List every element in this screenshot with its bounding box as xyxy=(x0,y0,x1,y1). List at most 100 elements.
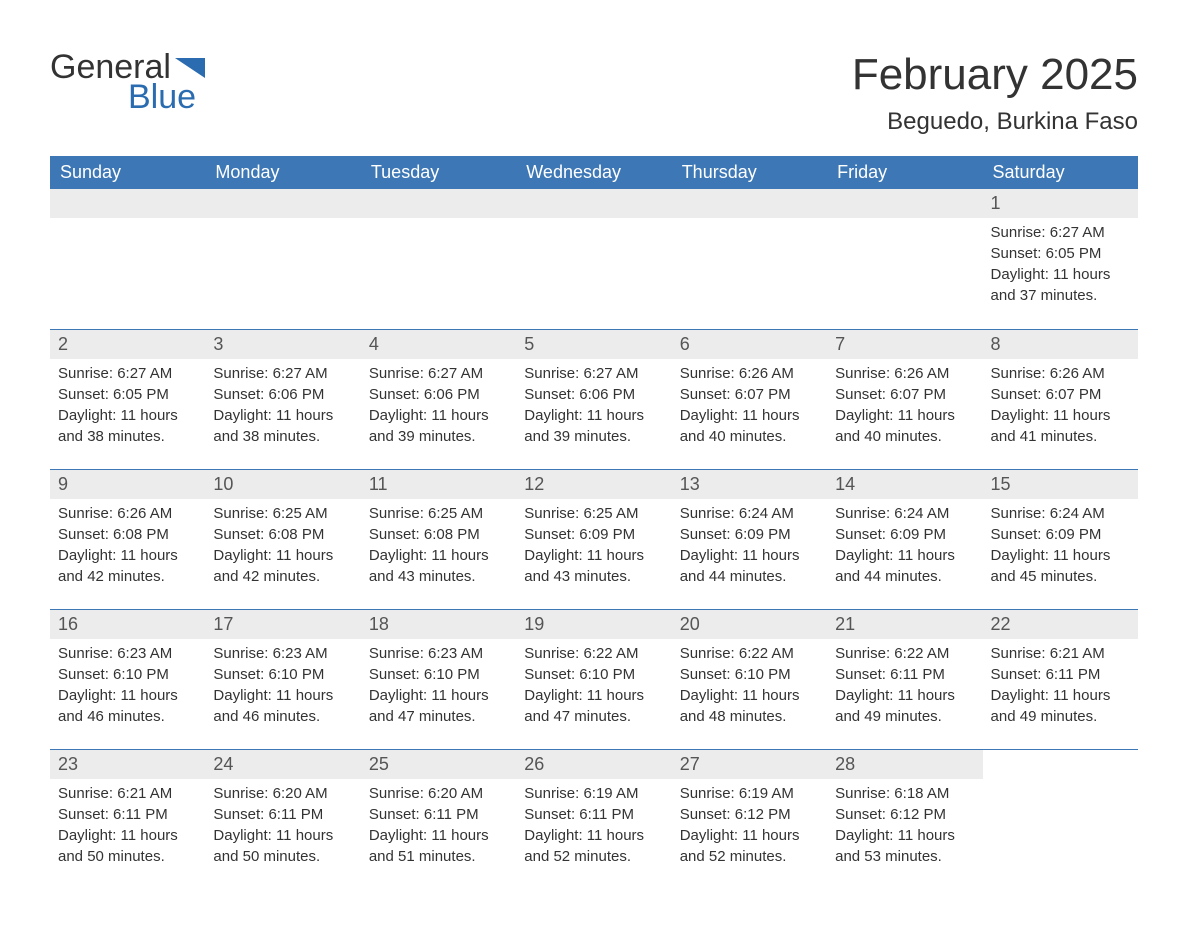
day-number: 10 xyxy=(205,470,360,499)
day-number: 22 xyxy=(983,610,1138,639)
daylight-text: Daylight: 11 hours and 49 minutes. xyxy=(835,685,974,727)
weekday-header: Tuesday xyxy=(361,156,516,189)
daylight-text: Daylight: 11 hours and 39 minutes. xyxy=(369,405,508,447)
calendar-cell xyxy=(672,189,827,329)
day-body: Sunrise: 6:24 AMSunset: 6:09 PMDaylight:… xyxy=(827,499,982,599)
calendar-cell: 23Sunrise: 6:21 AMSunset: 6:11 PMDayligh… xyxy=(50,749,205,889)
daylight-text: Daylight: 11 hours and 48 minutes. xyxy=(680,685,819,727)
day-number-empty xyxy=(205,189,360,218)
sunrise-text: Sunrise: 6:18 AM xyxy=(835,783,974,804)
weekday-header: Saturday xyxy=(983,156,1138,189)
sunset-text: Sunset: 6:06 PM xyxy=(213,384,352,405)
sunrise-text: Sunrise: 6:24 AM xyxy=(680,503,819,524)
day-number: 1 xyxy=(983,189,1138,218)
sunset-text: Sunset: 6:10 PM xyxy=(680,664,819,685)
sunset-text: Sunset: 6:12 PM xyxy=(680,804,819,825)
calendar-week: 16Sunrise: 6:23 AMSunset: 6:10 PMDayligh… xyxy=(50,609,1138,749)
sunset-text: Sunset: 6:05 PM xyxy=(991,243,1130,264)
sunrise-text: Sunrise: 6:26 AM xyxy=(680,363,819,384)
day-number: 3 xyxy=(205,330,360,359)
sunrise-text: Sunrise: 6:19 AM xyxy=(680,783,819,804)
calendar-cell: 10Sunrise: 6:25 AMSunset: 6:08 PMDayligh… xyxy=(205,469,360,609)
sunrise-text: Sunrise: 6:26 AM xyxy=(991,363,1130,384)
weekday-header: Friday xyxy=(827,156,982,189)
daylight-text: Daylight: 11 hours and 41 minutes. xyxy=(991,405,1130,447)
calendar-cell xyxy=(827,189,982,329)
sunrise-text: Sunrise: 6:25 AM xyxy=(524,503,663,524)
sunrise-text: Sunrise: 6:25 AM xyxy=(369,503,508,524)
calendar-header: Sunday Monday Tuesday Wednesday Thursday… xyxy=(50,156,1138,189)
sunrise-text: Sunrise: 6:25 AM xyxy=(213,503,352,524)
sunrise-text: Sunrise: 6:27 AM xyxy=(213,363,352,384)
logo-word-2: Blue xyxy=(128,80,205,114)
sunset-text: Sunset: 6:08 PM xyxy=(213,524,352,545)
calendar-body: 1Sunrise: 6:27 AMSunset: 6:05 PMDaylight… xyxy=(50,189,1138,889)
day-number: 12 xyxy=(516,470,671,499)
day-number: 11 xyxy=(361,470,516,499)
day-body: Sunrise: 6:25 AMSunset: 6:09 PMDaylight:… xyxy=(516,499,671,599)
sunrise-text: Sunrise: 6:21 AM xyxy=(58,783,197,804)
sunset-text: Sunset: 6:05 PM xyxy=(58,384,197,405)
sunrise-text: Sunrise: 6:27 AM xyxy=(369,363,508,384)
daylight-text: Daylight: 11 hours and 53 minutes. xyxy=(835,825,974,867)
day-number: 23 xyxy=(50,750,205,779)
sunset-text: Sunset: 6:11 PM xyxy=(369,804,508,825)
sunrise-text: Sunrise: 6:26 AM xyxy=(835,363,974,384)
sunrise-text: Sunrise: 6:20 AM xyxy=(213,783,352,804)
daylight-text: Daylight: 11 hours and 44 minutes. xyxy=(680,545,819,587)
sunrise-text: Sunrise: 6:23 AM xyxy=(369,643,508,664)
calendar-cell: 19Sunrise: 6:22 AMSunset: 6:10 PMDayligh… xyxy=(516,609,671,749)
day-body: Sunrise: 6:23 AMSunset: 6:10 PMDaylight:… xyxy=(50,639,205,739)
location: Beguedo, Burkina Faso xyxy=(852,108,1138,136)
sunset-text: Sunset: 6:06 PM xyxy=(369,384,508,405)
day-body: Sunrise: 6:27 AMSunset: 6:05 PMDaylight:… xyxy=(50,359,205,459)
day-number: 8 xyxy=(983,330,1138,359)
sunrise-text: Sunrise: 6:27 AM xyxy=(58,363,197,384)
sunset-text: Sunset: 6:11 PM xyxy=(58,804,197,825)
calendar-cell: 13Sunrise: 6:24 AMSunset: 6:09 PMDayligh… xyxy=(672,469,827,609)
sunset-text: Sunset: 6:09 PM xyxy=(524,524,663,545)
weekday-header: Wednesday xyxy=(516,156,671,189)
calendar-cell xyxy=(50,189,205,329)
day-number: 17 xyxy=(205,610,360,639)
calendar-cell: 7Sunrise: 6:26 AMSunset: 6:07 PMDaylight… xyxy=(827,329,982,469)
calendar-cell: 14Sunrise: 6:24 AMSunset: 6:09 PMDayligh… xyxy=(827,469,982,609)
sunset-text: Sunset: 6:10 PM xyxy=(213,664,352,685)
day-number: 7 xyxy=(827,330,982,359)
daylight-text: Daylight: 11 hours and 52 minutes. xyxy=(524,825,663,867)
sunset-text: Sunset: 6:11 PM xyxy=(213,804,352,825)
weekday-header: Monday xyxy=(205,156,360,189)
calendar-cell: 11Sunrise: 6:25 AMSunset: 6:08 PMDayligh… xyxy=(361,469,516,609)
daylight-text: Daylight: 11 hours and 38 minutes. xyxy=(58,405,197,447)
sunrise-text: Sunrise: 6:24 AM xyxy=(991,503,1130,524)
daylight-text: Daylight: 11 hours and 40 minutes. xyxy=(835,405,974,447)
daylight-text: Daylight: 11 hours and 49 minutes. xyxy=(991,685,1130,727)
calendar-cell: 8Sunrise: 6:26 AMSunset: 6:07 PMDaylight… xyxy=(983,329,1138,469)
calendar-cell: 2Sunrise: 6:27 AMSunset: 6:05 PMDaylight… xyxy=(50,329,205,469)
day-body: Sunrise: 6:21 AMSunset: 6:11 PMDaylight:… xyxy=(50,779,205,879)
day-number-empty xyxy=(50,189,205,218)
day-number-empty xyxy=(516,189,671,218)
day-number: 6 xyxy=(672,330,827,359)
sunrise-text: Sunrise: 6:19 AM xyxy=(524,783,663,804)
calendar-cell: 22Sunrise: 6:21 AMSunset: 6:11 PMDayligh… xyxy=(983,609,1138,749)
sunset-text: Sunset: 6:10 PM xyxy=(524,664,663,685)
logo: General Blue xyxy=(50,50,205,114)
calendar-cell: 15Sunrise: 6:24 AMSunset: 6:09 PMDayligh… xyxy=(983,469,1138,609)
calendar-cell: 4Sunrise: 6:27 AMSunset: 6:06 PMDaylight… xyxy=(361,329,516,469)
daylight-text: Daylight: 11 hours and 50 minutes. xyxy=(213,825,352,867)
daylight-text: Daylight: 11 hours and 46 minutes. xyxy=(213,685,352,727)
sunrise-text: Sunrise: 6:26 AM xyxy=(58,503,197,524)
daylight-text: Daylight: 11 hours and 51 minutes. xyxy=(369,825,508,867)
day-number: 14 xyxy=(827,470,982,499)
day-number: 5 xyxy=(516,330,671,359)
title-block: February 2025 Beguedo, Burkina Faso xyxy=(852,50,1138,136)
calendar-cell xyxy=(361,189,516,329)
calendar-cell: 3Sunrise: 6:27 AMSunset: 6:06 PMDaylight… xyxy=(205,329,360,469)
day-number: 16 xyxy=(50,610,205,639)
sunset-text: Sunset: 6:06 PM xyxy=(524,384,663,405)
calendar-cell: 18Sunrise: 6:23 AMSunset: 6:10 PMDayligh… xyxy=(361,609,516,749)
day-number: 20 xyxy=(672,610,827,639)
daylight-text: Daylight: 11 hours and 37 minutes. xyxy=(991,264,1130,306)
day-body: Sunrise: 6:27 AMSunset: 6:06 PMDaylight:… xyxy=(361,359,516,459)
